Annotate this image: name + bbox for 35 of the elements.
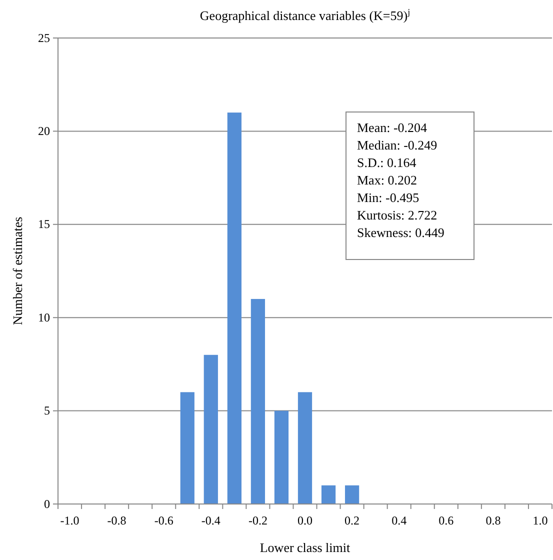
y-tick-label: 0 bbox=[44, 496, 50, 511]
x-tick-label: -1.0 bbox=[60, 514, 80, 528]
annotation: Max: 0.202 bbox=[357, 172, 417, 188]
x-tick-label: -0.6 bbox=[154, 514, 174, 528]
x-tick-label: 0.6 bbox=[438, 514, 454, 528]
y-axis-title: Number of estimates bbox=[10, 216, 25, 326]
bar bbox=[250, 298, 266, 504]
chart-title: Geographical distance variables (K=59)$^{j}$ bbox=[200, 7, 410, 23]
annotation: Min: -0.495 bbox=[357, 190, 420, 205]
annotation: Skewness: 0.449 bbox=[357, 225, 444, 240]
y-tick-label: 25 bbox=[38, 30, 50, 45]
x-tick-label: -0.2 bbox=[248, 514, 268, 528]
x-tick-label: 0.4 bbox=[392, 514, 407, 528]
y-tick-label: 5 bbox=[44, 404, 50, 418]
x-tick-label: 1.0 bbox=[532, 514, 548, 528]
x-axis-title: Lower class limit bbox=[260, 540, 351, 555]
x-tick-label: -0.8 bbox=[107, 514, 126, 528]
bar bbox=[204, 354, 218, 504]
y-tick-label: 10 bbox=[38, 310, 50, 324]
y-tick-label: 15 bbox=[38, 217, 50, 232]
x-tick-label: 0.8 bbox=[486, 514, 501, 528]
bar bbox=[344, 485, 360, 504]
x-tick-label: 0.0 bbox=[298, 514, 312, 528]
annotation: Kurtosis: 2.722 bbox=[357, 208, 438, 222]
bar bbox=[321, 485, 336, 504]
annotation: Mean: -0.204 bbox=[357, 120, 428, 135]
bar bbox=[274, 410, 289, 504]
annotation: Median: -0.249 bbox=[357, 138, 438, 152]
x-tick-label: 0.2 bbox=[344, 514, 360, 528]
annotation: S.D.: 0.164 bbox=[357, 155, 417, 170]
y-tick-label: 20 bbox=[38, 124, 50, 138]
bar bbox=[227, 112, 242, 504]
bar bbox=[298, 392, 312, 504]
x-tick-label: -0.4 bbox=[201, 514, 220, 528]
bar bbox=[180, 392, 194, 504]
